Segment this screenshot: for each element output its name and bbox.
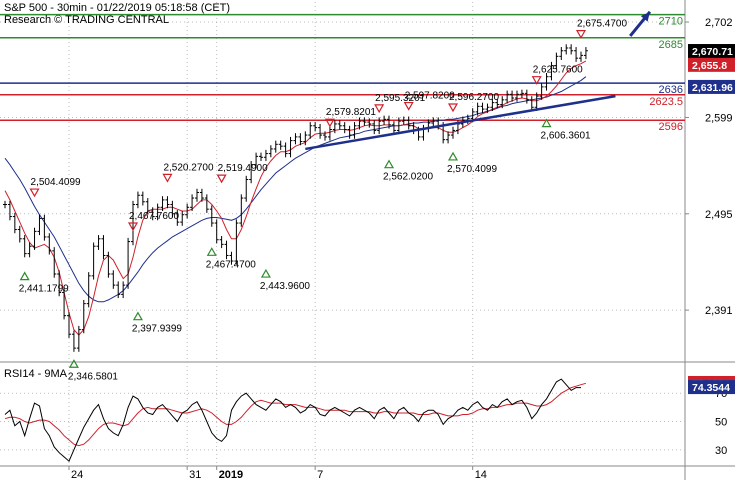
swing-low-marker [19, 271, 30, 281]
x-tick-label: 2019 [219, 469, 243, 480]
swing-low-marker [541, 118, 552, 128]
swing-high-marker [29, 188, 40, 198]
level-label: 2596 [659, 121, 683, 133]
swing-high-marker [575, 30, 587, 39]
swing-high-label: 2,579.8201 [326, 107, 376, 118]
swing-high-label: 2,675.4700 [577, 19, 627, 30]
level-label: 2685 [659, 39, 683, 51]
rsi-line [4, 378, 581, 463]
swing-low-label: 2,346.5801 [68, 371, 118, 382]
x-tick-label: 31 [189, 469, 201, 480]
swing-low-label: 2,562.0200 [383, 172, 433, 183]
ma-long-line [4, 76, 587, 303]
price-bars [3, 44, 588, 352]
rsi-tag-bg [688, 380, 735, 395]
swing-high-label: 2,596.2700 [449, 92, 499, 103]
swing-high-marker [216, 174, 227, 184]
price-tag-label: 2,631.96 [692, 82, 733, 94]
swing-high-label: 2,467.7600 [129, 211, 179, 222]
chart-title: S&P 500 - 30min - 01/22/2019 05:18:58 (C… [4, 2, 231, 14]
swing-low-marker [206, 247, 217, 256]
swing-high-label: 2,625.7600 [533, 65, 583, 76]
swing-high-marker [531, 76, 542, 85]
price-tag-label: 2,655.8 [692, 60, 727, 72]
forecast-arrow-head [640, 11, 650, 22]
rsi-tick-label: 50 [715, 417, 727, 429]
trendline [305, 94, 616, 151]
swing-high-label: 2,597.8200 [405, 91, 455, 102]
swing-low-marker [383, 159, 395, 169]
swing-low-label: 2,441.1799 [19, 284, 69, 295]
swing-low-marker [132, 311, 143, 321]
swing-high-marker [447, 103, 459, 113]
price-tag-label: 2,670.71 [692, 46, 733, 58]
y-tick-label: 2,391 [705, 305, 733, 317]
rsi-title: RSI14 - 9MA [4, 368, 67, 380]
x-tick-label: 7 [317, 469, 323, 480]
level-label: 2623.5 [649, 96, 683, 108]
y-tick-label: 2,702 [705, 17, 733, 29]
price-tag-bg [688, 57, 735, 72]
swing-low-label: 2,467.4700 [206, 259, 256, 270]
swing-high-label: 2,595.3201 [375, 93, 425, 104]
ma-short-line [4, 60, 587, 336]
chart-credit: Research © TRADING CENTRAL [4, 14, 169, 26]
swing-low-label: 2,570.4099 [447, 164, 497, 175]
rsi-ma-line [4, 382, 587, 447]
rsi-tag-label: 74.3544 [692, 382, 730, 394]
swing-low-marker [447, 151, 459, 161]
swing-high-label: 2,504.4099 [31, 177, 81, 188]
y-tick-label: 2,599 [705, 112, 733, 124]
swing-low-label: 2,606.3601 [541, 131, 591, 142]
price-tag-bg [688, 79, 735, 94]
rsi-panel: 2431201971470503077.235874.3544 [0, 375, 735, 480]
swing-high-marker [403, 101, 414, 111]
y-tick-label: 2,495 [705, 209, 733, 221]
swing-low-label: 2,397.9399 [132, 324, 182, 335]
swing-high-marker [374, 104, 385, 114]
x-tick-label: 14 [475, 469, 487, 480]
swing-high-marker [162, 173, 173, 183]
swing-high-label: 2,520.2700 [163, 162, 213, 173]
level-label: 2710 [659, 16, 683, 28]
swing-low-marker [260, 268, 271, 278]
x-tick-label: 24 [71, 469, 83, 480]
swing-high-marker [324, 118, 335, 128]
swing-low-label: 2,443.9600 [260, 281, 310, 292]
swing-high-marker [127, 222, 139, 232]
price-tag-bg [688, 44, 735, 59]
swing-high-label: 2,519.4900 [218, 163, 268, 174]
level-label: 2636 [659, 84, 683, 96]
rsi-tick-label: 30 [715, 445, 727, 457]
swing-low-marker [68, 359, 79, 368]
